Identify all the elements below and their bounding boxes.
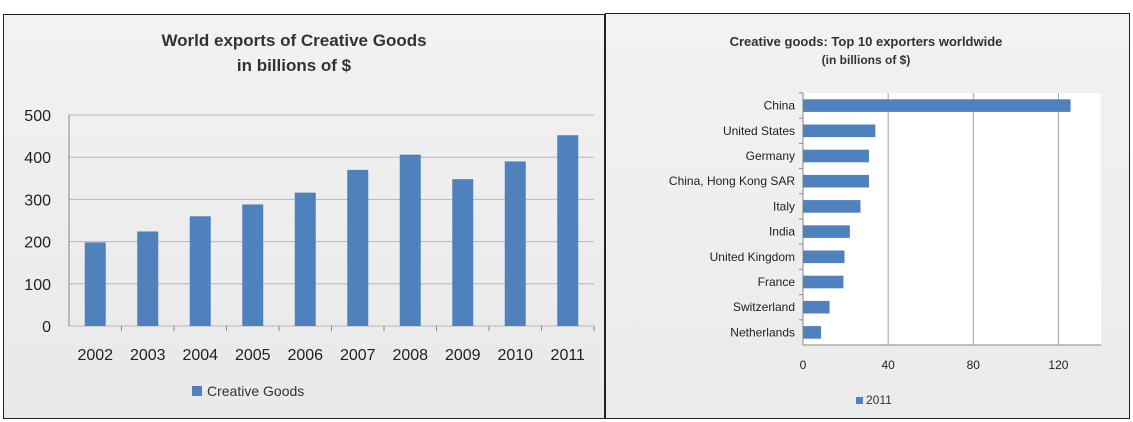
- y-tick-label: 300: [24, 192, 51, 209]
- legend-label: Creative Goods: [207, 383, 304, 399]
- world-exports-bar-chart: World exports of Creative Goods in billi…: [4, 15, 606, 420]
- x-tick-label: 2009: [445, 347, 481, 364]
- y-tick-label: Netherlands: [730, 325, 795, 339]
- bar: [803, 125, 875, 138]
- bar: [803, 99, 1071, 112]
- y-tick-label: United States: [723, 124, 795, 138]
- y-tick-label: 400: [24, 150, 51, 167]
- x-tick-label: 40: [881, 358, 895, 372]
- world-exports-chart-panel: World exports of Creative Goods in billi…: [3, 14, 605, 419]
- x-tick-label: 2010: [497, 347, 533, 364]
- y-tick-label: Switzerland: [733, 300, 795, 314]
- y-tick-label: India: [769, 225, 795, 239]
- y-tick-label: 100: [24, 277, 51, 294]
- y-tick-label: United Kingdom: [710, 250, 795, 264]
- x-tick-label: 2006: [287, 347, 323, 364]
- y-tick-label: Italy: [773, 199, 795, 213]
- bar: [803, 150, 869, 163]
- y-tick-label: France: [758, 275, 796, 289]
- chart-title: Creative goods: Top 10 exporters worldwi…: [730, 34, 1003, 49]
- legend-swatch: [192, 386, 202, 396]
- chart-subtitle: (in billions of $): [822, 53, 911, 67]
- bar: [557, 135, 578, 326]
- x-tick-label: 80: [967, 358, 981, 372]
- x-tick-label: 2007: [340, 347, 376, 364]
- bar: [803, 301, 830, 314]
- y-tick-label: China, Hong Kong SAR: [669, 174, 795, 188]
- top-exporters-bar-chart: Creative goods: Top 10 exporters worldwi…: [606, 14, 1131, 420]
- chart-subtitle: in billions of $: [237, 56, 352, 75]
- x-tick-label: 120: [1048, 358, 1068, 372]
- bar: [803, 175, 869, 188]
- bar: [803, 251, 845, 264]
- bar: [347, 170, 368, 326]
- legend-label: 2011: [866, 393, 892, 407]
- bar: [137, 231, 158, 326]
- x-tick-label: 2005: [235, 347, 271, 364]
- top-exporters-chart-panel: Creative goods: Top 10 exporters worldwi…: [605, 13, 1130, 419]
- x-tick-label: 2002: [77, 347, 113, 364]
- bar: [85, 242, 106, 326]
- bar: [190, 216, 211, 326]
- x-tick-label: 2008: [392, 347, 428, 364]
- bar: [505, 161, 526, 326]
- chart-title: World exports of Creative Goods: [161, 31, 426, 50]
- x-tick-label: 0: [800, 358, 807, 372]
- bar: [295, 193, 316, 326]
- bar: [452, 179, 473, 326]
- bar: [803, 225, 850, 238]
- x-tick-label: 2011: [551, 347, 586, 364]
- bar: [803, 200, 860, 213]
- y-tick-label: 500: [24, 108, 51, 125]
- bar: [242, 204, 263, 326]
- bar: [803, 326, 821, 339]
- y-tick-label: Germany: [746, 149, 795, 163]
- legend-swatch: [856, 397, 863, 404]
- y-tick-label: China: [764, 99, 796, 113]
- bar: [803, 276, 843, 289]
- bar: [400, 155, 421, 326]
- y-tick-label: 200: [24, 235, 51, 252]
- x-tick-label: 2003: [130, 347, 166, 364]
- y-tick-label: 0: [42, 319, 51, 336]
- x-tick-label: 2004: [182, 347, 218, 364]
